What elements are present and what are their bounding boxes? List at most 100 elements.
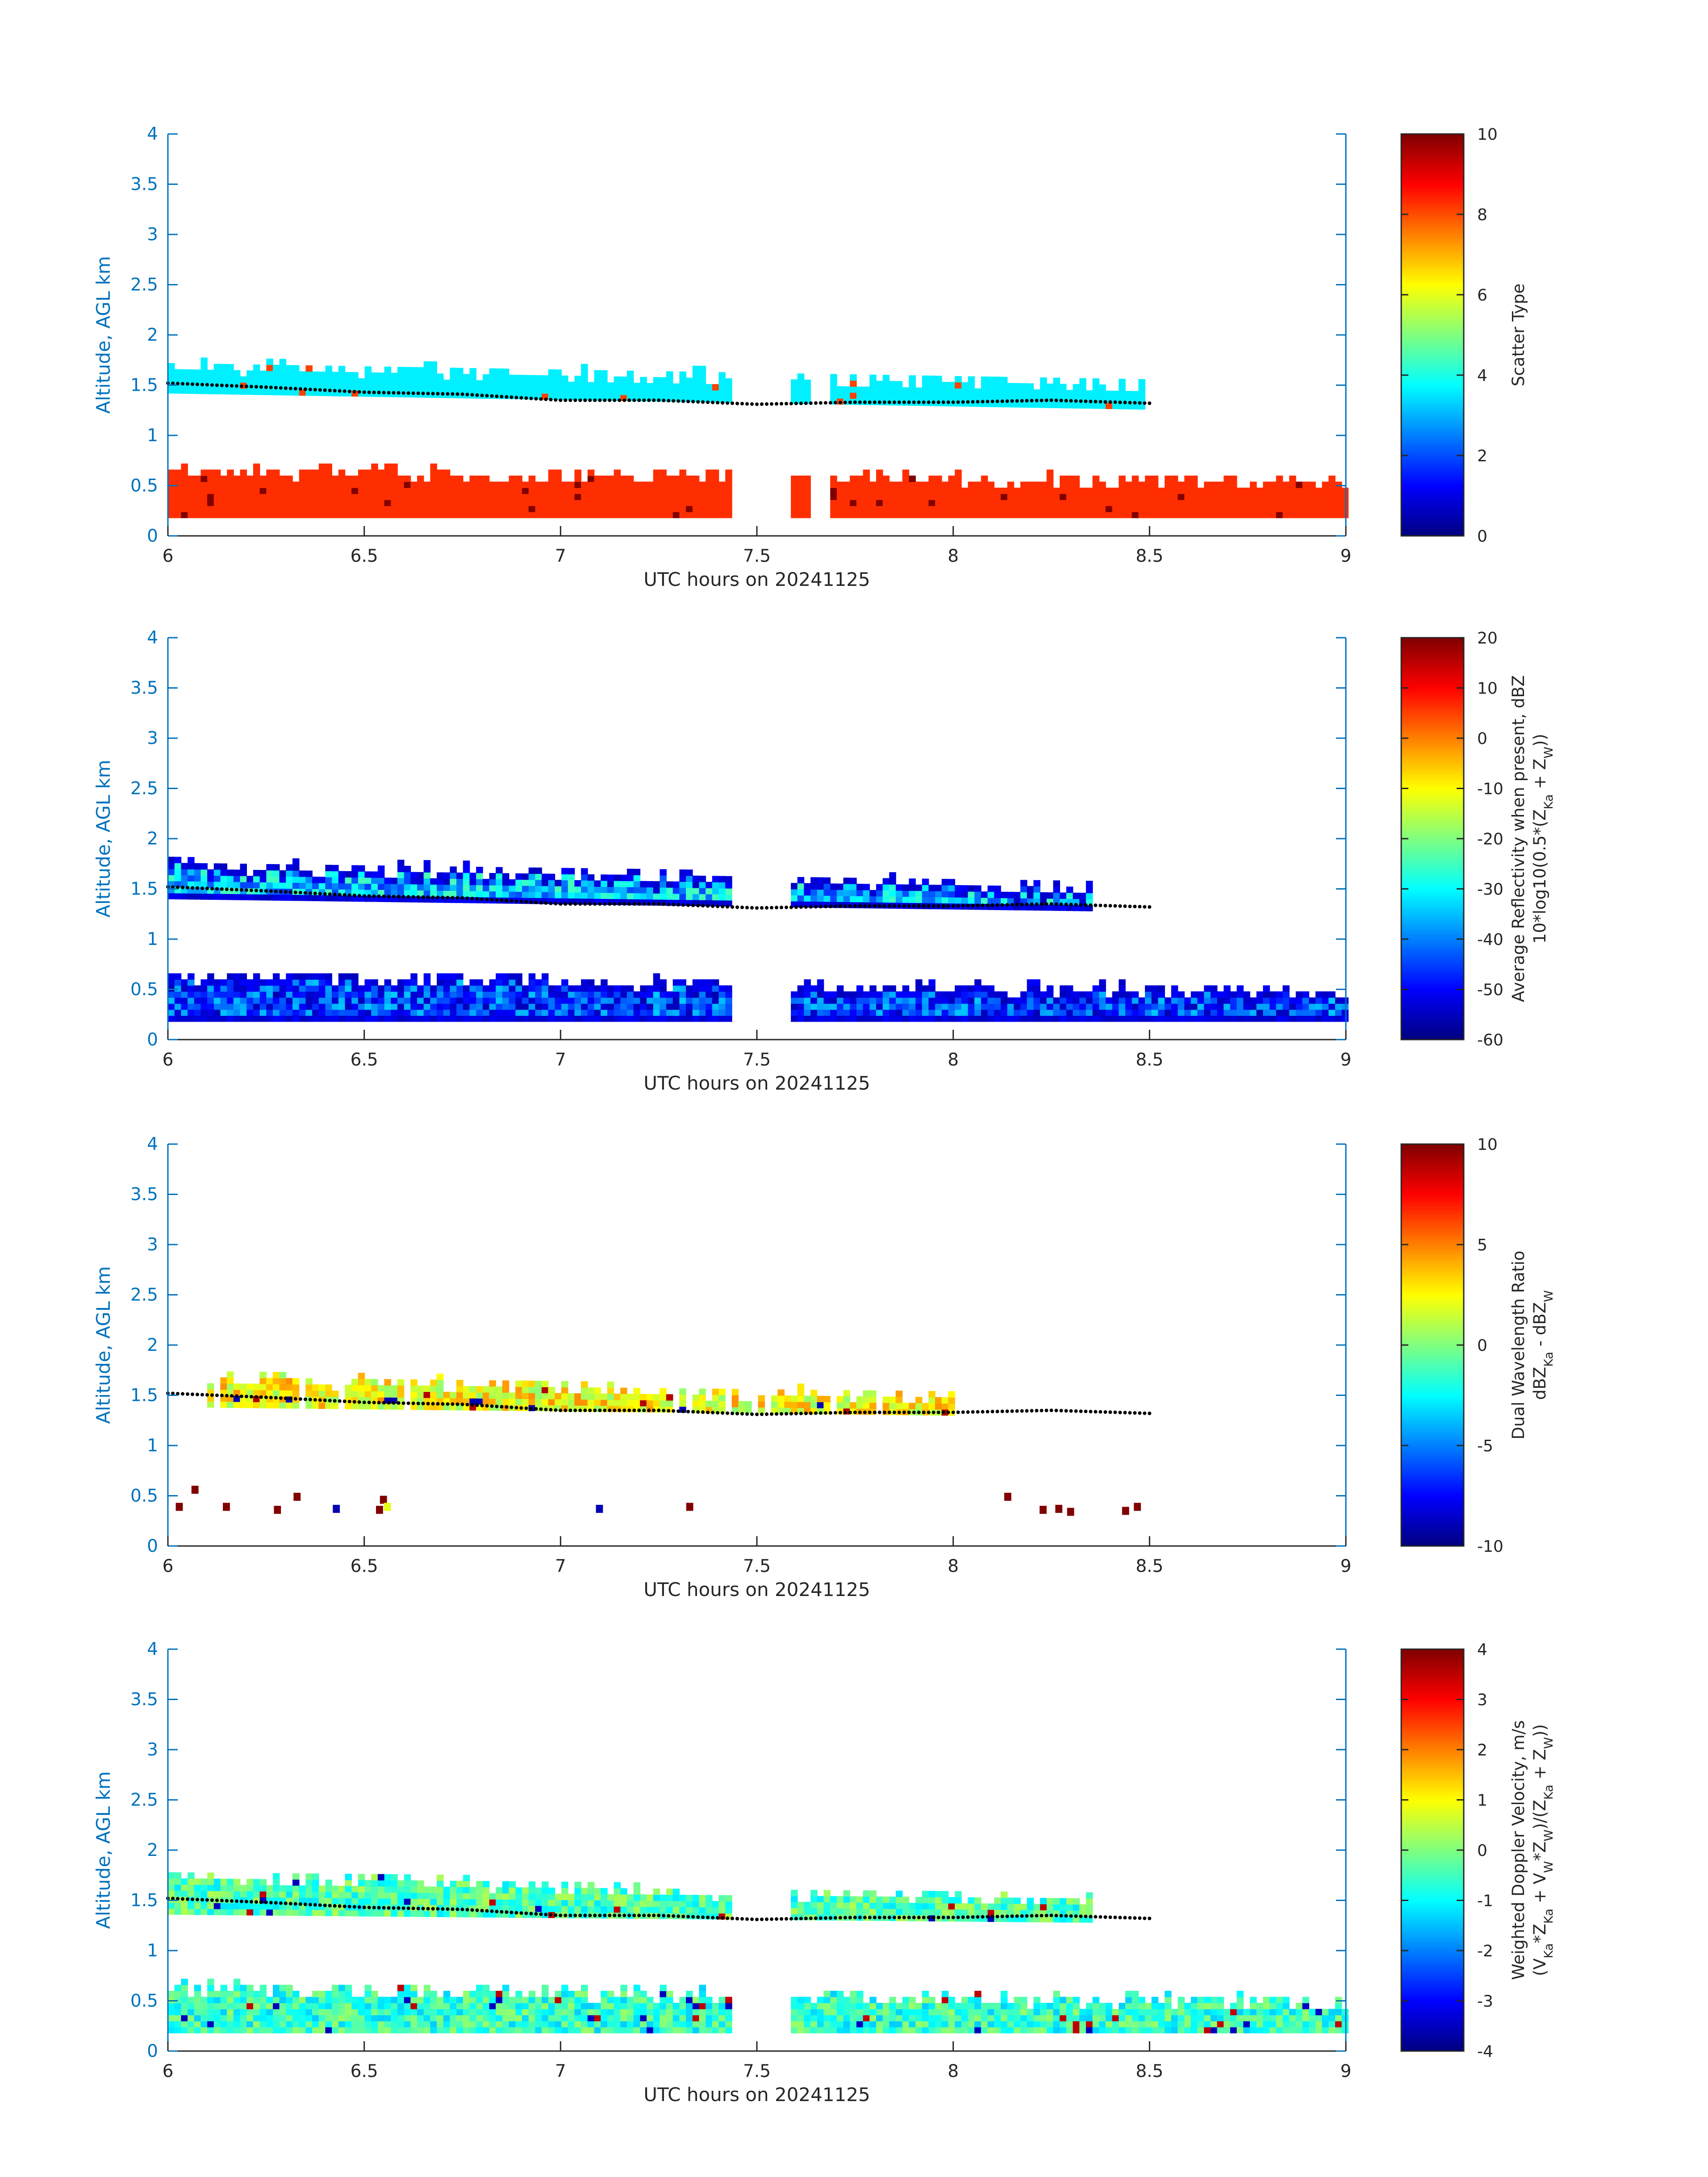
data-cell xyxy=(456,386,464,393)
data-cell xyxy=(1033,389,1040,396)
data-cell xyxy=(286,493,293,500)
data-cell xyxy=(856,393,864,399)
data-cell xyxy=(1309,493,1316,500)
data-cell xyxy=(318,991,326,998)
data-cell xyxy=(968,512,975,518)
data-cell xyxy=(791,1003,798,1010)
data-cell xyxy=(823,1015,831,1022)
data-cell xyxy=(928,506,935,512)
line-point xyxy=(672,399,676,403)
data-cell xyxy=(948,997,955,1004)
data-cell xyxy=(443,512,451,518)
data-cell xyxy=(371,464,378,470)
data-cell xyxy=(968,885,975,892)
data-cell xyxy=(279,1009,287,1016)
data-cell xyxy=(522,512,529,518)
data-cell xyxy=(1230,1003,1237,1010)
data-cell xyxy=(1256,1009,1264,1016)
data-cell xyxy=(1112,493,1119,500)
data-cell xyxy=(1066,506,1073,512)
data-cell xyxy=(1079,500,1086,506)
data-cell xyxy=(351,973,359,980)
data-cell xyxy=(843,500,850,506)
colorbar-swatch xyxy=(1401,955,1464,958)
line-point xyxy=(936,400,940,404)
line-point xyxy=(1089,903,1093,907)
data-cell xyxy=(397,997,405,1004)
data-cell xyxy=(469,512,476,518)
data-cell xyxy=(1001,376,1008,384)
data-cell xyxy=(1145,488,1152,494)
data-cell xyxy=(168,481,175,488)
data-cell xyxy=(1099,506,1106,512)
data-cell xyxy=(647,383,654,389)
colorbar-swatch xyxy=(1401,648,1464,650)
colorbar-swatch xyxy=(1401,812,1464,815)
line-point xyxy=(367,390,371,394)
data-cell xyxy=(489,1398,496,1405)
data-cell xyxy=(1099,1015,1106,1022)
data-cell xyxy=(522,891,529,898)
data-cell xyxy=(482,1392,490,1399)
data-cell xyxy=(830,374,837,380)
data-cell xyxy=(679,882,686,888)
colorbar-title: Scatter Type xyxy=(1509,284,1528,386)
data-cell xyxy=(1060,476,1067,482)
data-cell xyxy=(968,500,975,506)
data-cell xyxy=(443,481,451,488)
data-cell xyxy=(830,481,837,488)
data-cell xyxy=(640,389,647,396)
data-cell xyxy=(692,365,700,372)
colorbar-swatch xyxy=(1401,317,1464,319)
line-point xyxy=(1148,401,1152,405)
data-cell xyxy=(928,381,935,388)
data-cell xyxy=(502,973,509,980)
data-cell xyxy=(1276,493,1283,500)
data-cell xyxy=(384,379,392,385)
line-point xyxy=(951,400,955,404)
data-cell xyxy=(620,886,627,893)
data-cell xyxy=(259,1402,267,1408)
data-cell xyxy=(941,388,949,394)
data-cell xyxy=(626,493,634,500)
data-cell xyxy=(1270,493,1277,500)
data-cell xyxy=(371,1391,378,1398)
data-cell xyxy=(430,500,437,506)
line-point xyxy=(480,393,484,397)
data-cell xyxy=(647,481,654,488)
data-cell xyxy=(528,891,536,898)
data-cell xyxy=(168,991,175,998)
data-cell xyxy=(876,1015,883,1022)
line-point xyxy=(637,902,641,906)
line-point xyxy=(716,904,720,908)
data-cell xyxy=(836,1003,844,1010)
line-point xyxy=(755,402,759,406)
data-cell xyxy=(1033,500,1040,506)
line-point xyxy=(902,1410,906,1414)
data-cell xyxy=(1165,476,1172,482)
data-cell xyxy=(502,506,509,512)
data-cell xyxy=(712,506,719,512)
data-cell xyxy=(1315,500,1323,506)
data-cell xyxy=(843,895,850,903)
data-cell xyxy=(882,387,890,393)
data-cell xyxy=(928,1403,935,1410)
data-cell xyxy=(463,512,470,518)
colorbar-tick-label: 2 xyxy=(1477,447,1487,465)
data-cell xyxy=(626,506,634,512)
data-cell xyxy=(528,973,536,980)
line-point xyxy=(946,904,950,908)
data-cell xyxy=(293,1492,301,1501)
data-cell xyxy=(869,896,877,903)
data-cell xyxy=(410,373,418,380)
line-point xyxy=(922,1410,926,1414)
line-point xyxy=(735,905,739,909)
colorbar-swatch xyxy=(1401,766,1464,769)
line-point xyxy=(534,900,538,904)
colorbar-swatch xyxy=(1401,496,1464,498)
colorbar-swatch xyxy=(1401,492,1464,494)
data-cell xyxy=(928,979,935,986)
data-cell xyxy=(1184,493,1191,500)
data-cell xyxy=(1014,383,1021,390)
line-point xyxy=(789,401,793,405)
